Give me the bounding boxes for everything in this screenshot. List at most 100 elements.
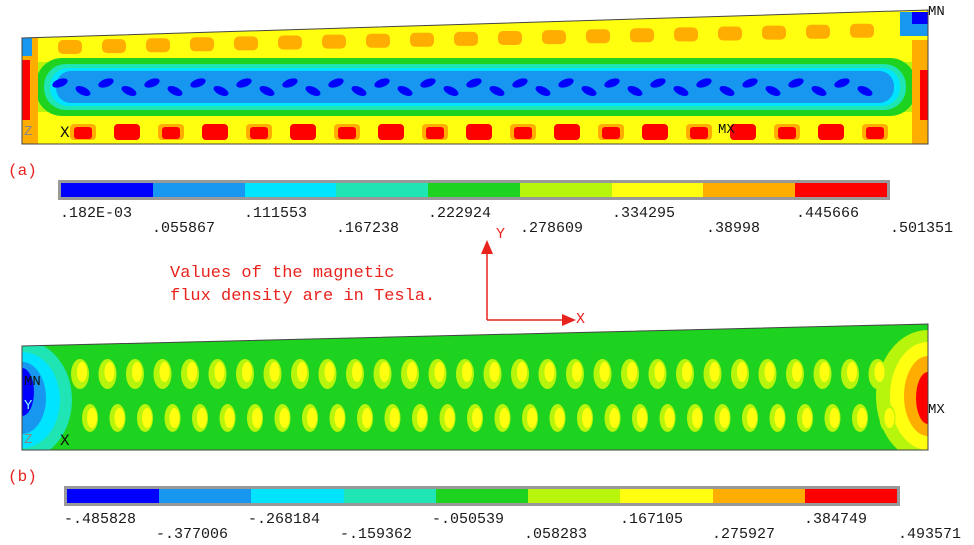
contour-patch	[291, 359, 309, 389]
contour-patch	[627, 362, 637, 382]
contour-patch	[604, 404, 621, 432]
scale-b-label-6: .167105	[620, 511, 684, 528]
contour-patch	[389, 408, 400, 428]
contour-patch	[252, 408, 262, 428]
contour-patch	[318, 359, 337, 389]
contour-patch	[765, 86, 781, 96]
contour-patch	[87, 408, 97, 428]
contour-patch	[822, 127, 840, 139]
contour-patch	[282, 78, 298, 88]
scale-b-band-6	[528, 489, 621, 503]
contour-patch	[470, 127, 488, 139]
contour-patch	[82, 404, 98, 432]
contour-patch	[850, 23, 874, 38]
scale-b-label-2: -.268184	[248, 511, 321, 528]
contour-patch	[824, 404, 841, 432]
contour-patch	[734, 127, 752, 139]
contour-patch	[572, 362, 582, 382]
contour-patch	[247, 404, 263, 432]
contour-patch	[511, 359, 529, 389]
contour-patch	[774, 408, 785, 428]
contour-patch	[489, 86, 505, 96]
contour-patch	[197, 408, 207, 428]
scale-b-band-3	[251, 489, 344, 503]
contour-plot-a	[21, 9, 929, 145]
contour-patch	[747, 408, 757, 428]
scale-a-label-1: .055867	[152, 220, 216, 237]
scale-b-band-1	[67, 489, 160, 503]
contour-patch	[674, 27, 698, 42]
contour-patch	[527, 408, 537, 428]
contour-patch	[582, 408, 592, 428]
contour-patch	[294, 127, 312, 139]
contour-patch	[690, 127, 708, 139]
contour-patch	[676, 359, 694, 389]
scale-a-band-8	[703, 183, 796, 197]
contour-patch	[278, 35, 302, 50]
contour-patch	[114, 408, 125, 428]
contour-patch	[397, 86, 413, 96]
scale-a-band-4	[336, 183, 429, 197]
contour-patch	[58, 40, 82, 54]
contour-patch	[297, 362, 307, 382]
contour-patch	[305, 86, 321, 96]
contour-patch	[718, 26, 742, 41]
scale-a-band-7	[611, 183, 704, 197]
contour-patch	[250, 127, 268, 139]
contour-patch	[466, 78, 482, 88]
contour-patch	[153, 359, 172, 389]
contour-patch	[407, 362, 417, 382]
contour-patch	[412, 404, 428, 432]
contour-patch	[604, 78, 620, 88]
contour-patch	[456, 359, 474, 389]
contour-patch	[654, 362, 665, 382]
contour-patch	[379, 362, 390, 382]
scale-a-band-6	[519, 183, 612, 197]
y-axis-label: Y	[496, 226, 506, 243]
contour-patch	[334, 408, 345, 428]
units-note-line-2: flux density are in Tesla.	[170, 287, 436, 306]
contour-patch	[682, 362, 692, 382]
contour-patch	[190, 37, 214, 52]
scale-b-band-7	[620, 489, 713, 503]
contour-patch	[169, 408, 180, 428]
mx-marker-b: MX	[928, 402, 945, 418]
contour-patch	[472, 408, 482, 428]
contour-patch	[621, 359, 639, 389]
contour-patch	[384, 404, 401, 432]
contour-patch	[719, 86, 735, 96]
contour-patch	[857, 86, 873, 96]
contour-patch	[664, 408, 675, 428]
contour-patch	[219, 404, 236, 432]
scale-a-label-8: .445666	[796, 205, 860, 222]
scale-b-label-0: -.485828	[64, 511, 137, 528]
x-axis-label: X	[576, 311, 586, 328]
scale-a-label-4: .222924	[428, 205, 492, 222]
contour-patch	[328, 78, 344, 88]
contour-patch	[74, 127, 92, 139]
scale-b-band-9	[804, 489, 897, 503]
contour-patch	[792, 362, 802, 382]
panel-label-a: (a)	[8, 162, 37, 180]
contour-patch	[137, 404, 153, 432]
scale-b-label-7: .275927	[712, 526, 776, 543]
contour-patch	[868, 359, 887, 389]
contour-patch	[489, 362, 500, 382]
contour-patch	[366, 33, 390, 48]
contour-patch	[263, 359, 282, 389]
contour-patch	[692, 408, 702, 428]
contour-patch	[841, 359, 859, 389]
contour-patch	[586, 29, 610, 44]
contour-patch	[627, 86, 643, 96]
contour-patch	[274, 404, 291, 432]
scale-b-band-2	[159, 489, 252, 503]
contour-patch	[98, 359, 117, 389]
triad-z-a: Z	[24, 124, 33, 140]
contour-patch	[322, 34, 346, 49]
contour-patch	[673, 86, 689, 96]
contour-patch	[714, 404, 731, 432]
contour-patch	[659, 404, 676, 432]
triad-y-b: Y	[24, 398, 33, 414]
contour-patch	[762, 25, 786, 40]
contour-patch	[102, 39, 126, 54]
